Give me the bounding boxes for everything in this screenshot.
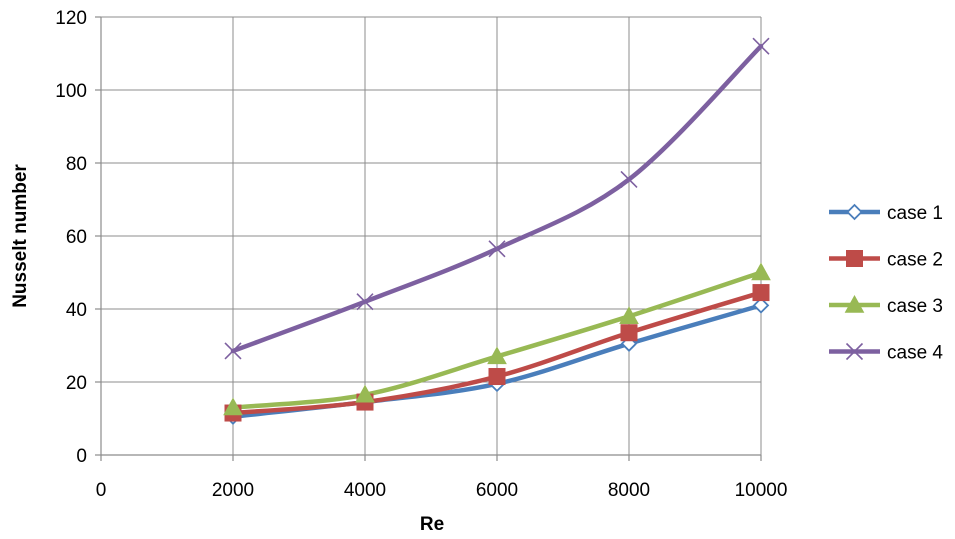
axes (95, 16, 762, 461)
legend-label: case 3 (887, 296, 943, 317)
data-point-case-2 (620, 324, 638, 342)
x-tick-label: 10000 (735, 480, 788, 501)
x-tick-label: 4000 (344, 480, 386, 501)
data-point-case-3 (751, 262, 771, 281)
series-markers (223, 37, 771, 425)
data-point-case-2 (488, 368, 506, 386)
x-tick-label: 0 (96, 480, 107, 501)
y-tick-label: 40 (66, 300, 87, 321)
y-tick-label: 20 (66, 373, 87, 394)
data-point-case-3 (223, 397, 243, 416)
data-point-case-3 (355, 384, 375, 403)
legend-item: case 1 (829, 203, 943, 224)
x-tick-label: 2000 (212, 480, 254, 501)
data-point-case-4 (224, 342, 242, 360)
legend-item: case 4 (829, 343, 943, 364)
data-point-case-1 (752, 297, 770, 314)
legend-marker (846, 203, 863, 221)
data-point-case-3 (619, 306, 639, 324)
grid (100, 16, 762, 456)
data-point-case-3 (487, 346, 507, 365)
legend-item: case 3 (829, 294, 943, 317)
y-tick-label: 80 (66, 154, 87, 175)
x-tick-label: 6000 (476, 480, 518, 501)
legend-marker (846, 250, 863, 267)
legend-label: case 1 (887, 203, 943, 224)
data-point-case-4 (356, 293, 374, 311)
x-tick-label: 8000 (608, 480, 650, 501)
y-tick-label: 0 (76, 446, 87, 467)
y-tick-label: 60 (66, 227, 87, 248)
data-point-case-4 (752, 37, 770, 55)
y-tick-label: 100 (55, 81, 87, 102)
data-point-case-4 (620, 170, 638, 188)
legend-marker (844, 294, 865, 313)
legend-marker (845, 342, 864, 361)
y-tick-label: 120 (55, 8, 87, 29)
data-point-case-4 (488, 240, 506, 258)
data-point-case-2 (752, 284, 770, 302)
legend-item: case 2 (829, 250, 943, 271)
legend-label: case 2 (887, 250, 943, 271)
x-axis-title: Re (420, 514, 444, 535)
series-line-case-4 (230, 43, 764, 354)
tick-labels: 0 20 40 60 80 100 120 0 2000 4000 6000 8000 10000 (55, 8, 787, 501)
legend: case 1 case 2 case 3 case 4 (829, 203, 943, 364)
legend-label: case 4 (887, 343, 943, 364)
y-axis-title: Nusselt number (10, 164, 31, 308)
